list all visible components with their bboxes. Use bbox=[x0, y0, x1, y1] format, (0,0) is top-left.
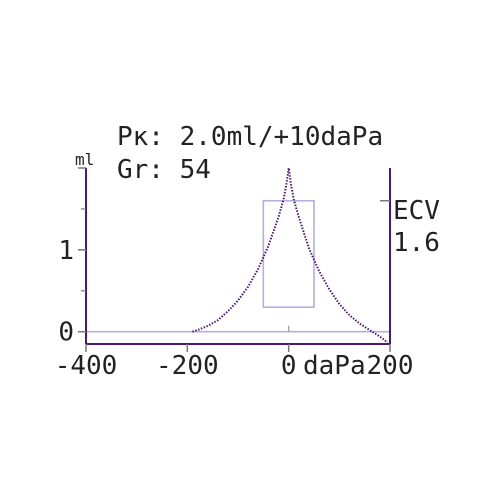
x-tick-label: 0 bbox=[281, 351, 297, 381]
y-tick-label: 0 bbox=[58, 318, 74, 348]
labels-layer: Pκ: 2.0ml/+10daPa Gr: 54 ECV 1.6 ml daPa… bbox=[55, 122, 440, 381]
peak-label: Pκ: 2.0ml/+10daPa bbox=[117, 122, 383, 152]
y-axis-label: ml bbox=[75, 150, 94, 169]
pressure-box-layer bbox=[86, 199, 390, 333]
axes-layer bbox=[78, 167, 391, 352]
x-tick-label: -200 bbox=[156, 351, 219, 381]
ecv-value: 1.6 bbox=[393, 228, 440, 258]
x-tick-label: -400 bbox=[55, 351, 118, 381]
curve-layer bbox=[192, 167, 389, 344]
tympanogram-curve bbox=[192, 167, 389, 344]
pressure-box bbox=[262, 199, 315, 308]
y-tick-label: 1 bbox=[58, 236, 74, 266]
gradient-label: Gr: 54 bbox=[117, 155, 211, 185]
x-axis-label: daPa bbox=[303, 351, 366, 381]
x-tick-label: 200 bbox=[367, 351, 414, 381]
ecv-label: ECV bbox=[393, 196, 440, 226]
